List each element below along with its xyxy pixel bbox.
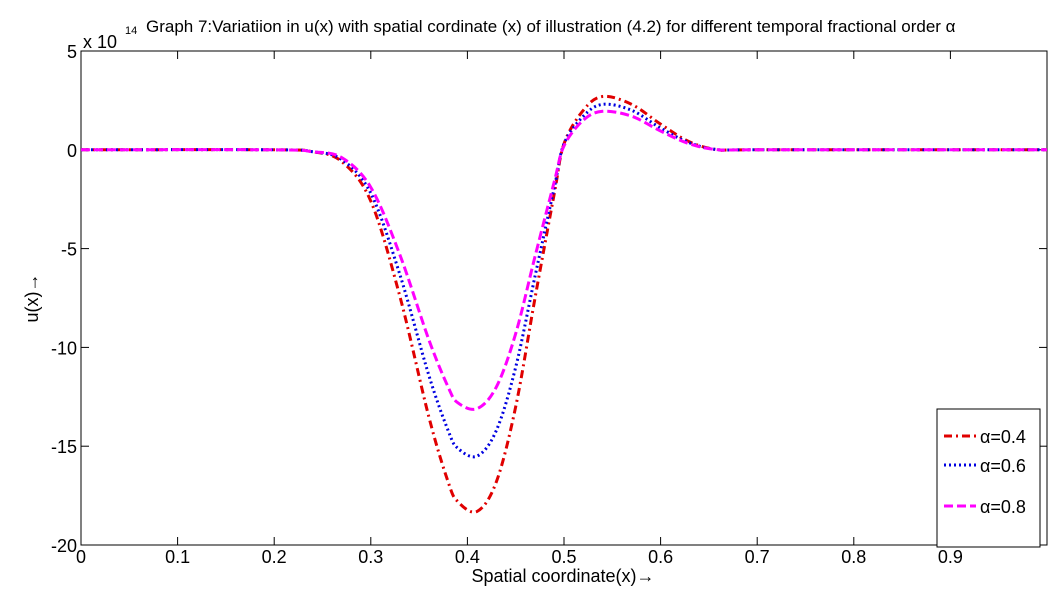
y-tick-label: 5 [67, 42, 77, 62]
x-tick-label: 0.2 [262, 547, 287, 567]
y-tick-label: 0 [67, 141, 77, 161]
series-line-2 [81, 109, 1047, 411]
plot-frame [80, 50, 1048, 546]
legend-item-alpha-0-6: α=0.6 [944, 456, 1026, 476]
x-tick-label: 0.1 [165, 547, 190, 567]
x-tick-label: 0.4 [455, 547, 480, 567]
chart-title: Graph 7:Variatiion in u(x) with spatial … [146, 17, 956, 36]
ticks-layer: 0 0.1 0.2 0.3 0.4 0.5 0.6 0.7 0.8 0.9 5 0 -5 -10 -15 -2… [51, 42, 1047, 567]
x-axis-label: Spatial coordinate(x)→ [471, 566, 654, 586]
x-tick-label: 0.5 [551, 547, 576, 567]
legend-label-alpha-0-4: α=0.4 [980, 427, 1026, 447]
x-tick-label: 0.7 [745, 547, 770, 567]
series-line-1 [81, 102, 1047, 459]
x-tick-label: 0.8 [841, 547, 866, 567]
x-tick-label: 0.3 [358, 547, 383, 567]
y-scale-exponent: 14 [125, 25, 137, 37]
legend-label-alpha-0-8: α=0.8 [980, 497, 1026, 517]
x-tick-label: 0.9 [938, 547, 963, 567]
x-tick-label: 0.6 [648, 547, 673, 567]
legend-item-alpha-0-8: α=0.8 [944, 497, 1026, 517]
y-tick-label: -20 [51, 536, 77, 556]
legend: α=0.4 α=0.6 α=0.8 [936, 408, 1041, 548]
y-tick-label: -15 [51, 437, 77, 457]
y-scale-base: x 10 [83, 32, 117, 52]
x-tick-label: 0 [76, 547, 86, 567]
series-layer [81, 94, 1047, 514]
legend-box [936, 408, 1041, 548]
legend-label-alpha-0-6: α=0.6 [980, 456, 1026, 476]
series-line-0 [81, 94, 1047, 514]
y-tick-label: -5 [61, 240, 77, 260]
y-axis-label: u(x)→ [22, 274, 42, 323]
y-tick-label: -10 [51, 338, 77, 358]
legend-item-alpha-0-4: α=0.4 [944, 427, 1026, 447]
